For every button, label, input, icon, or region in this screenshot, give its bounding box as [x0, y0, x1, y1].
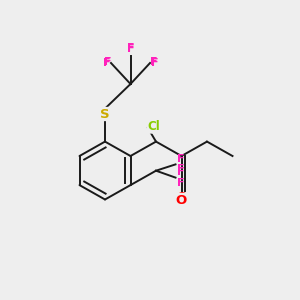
Text: F: F: [104, 57, 112, 67]
Text: F: F: [127, 44, 134, 53]
Text: Cl: Cl: [148, 119, 160, 133]
Text: F: F: [177, 167, 184, 177]
Text: S: S: [100, 107, 110, 121]
Text: F: F: [177, 164, 184, 173]
Text: O: O: [176, 194, 187, 206]
Text: Cl: Cl: [147, 120, 160, 133]
Text: F: F: [177, 154, 184, 164]
Text: F: F: [103, 58, 110, 68]
Text: O: O: [176, 191, 187, 204]
Text: F: F: [177, 178, 184, 188]
Text: F: F: [150, 57, 158, 67]
Text: F: F: [127, 44, 134, 54]
Text: S: S: [100, 106, 109, 119]
Text: F: F: [151, 58, 158, 68]
